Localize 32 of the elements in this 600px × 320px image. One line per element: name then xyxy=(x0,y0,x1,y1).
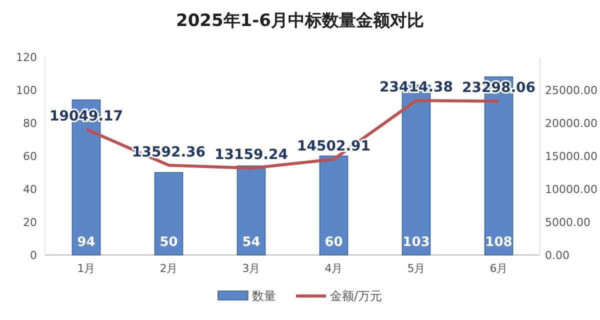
y2-tick-label: 0.00 xyxy=(545,249,570,262)
y-tick-label: 120 xyxy=(16,51,37,64)
data-label: 50 xyxy=(160,235,178,250)
y2-tick-label: 25000.00 xyxy=(545,84,598,97)
data-label: 54 xyxy=(242,235,260,250)
y2-tick-label: 20000.00 xyxy=(545,117,598,130)
y-tick-label: 40 xyxy=(23,183,37,196)
y-tick-label: 80 xyxy=(23,117,37,130)
chart-title: 2025年1-6月中标数量金额对比 xyxy=(176,11,424,31)
data-label: 13159.24 xyxy=(214,147,288,164)
x-tick-label: 5月 xyxy=(407,262,426,275)
x-tick-label: 6月 xyxy=(490,262,508,275)
bar xyxy=(154,172,184,256)
y-tick-label: 60 xyxy=(23,150,37,163)
data-label: 60 xyxy=(324,235,343,250)
x-tick-label: 2月 xyxy=(160,262,178,275)
x-tick-label: 3月 xyxy=(242,262,260,275)
data-label: 103 xyxy=(402,235,430,250)
data-label: 94 xyxy=(77,235,96,250)
data-label: 108 xyxy=(485,235,512,250)
x-tick-label: 4月 xyxy=(324,262,343,275)
x-tick-label: 1月 xyxy=(77,262,96,275)
bar xyxy=(236,166,266,256)
bar xyxy=(319,156,348,256)
y-tick-label: 20 xyxy=(23,216,37,229)
legend-label: 金额/万元 xyxy=(330,289,382,303)
y-tick-label: 100 xyxy=(16,84,37,97)
y-tick-label: 0 xyxy=(30,249,37,262)
legend-label: 数量 xyxy=(252,289,276,303)
y2-tick-label: 10000.00 xyxy=(545,183,598,196)
y2-tick-label: 5000.00 xyxy=(545,216,590,229)
y2-tick-label: 15000.00 xyxy=(545,150,598,163)
